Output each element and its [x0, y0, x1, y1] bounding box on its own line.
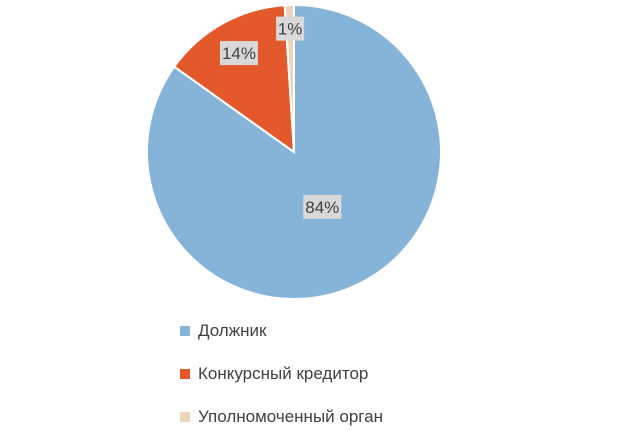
data-label-background-3	[276, 16, 305, 41]
pie-data-labels: 84% 14% 1%	[219, 16, 342, 219]
data-label-background-1	[303, 194, 342, 219]
pie-slice-2	[172, 4, 296, 155]
data-label-background-2	[219, 41, 258, 66]
legend-label-3: Уполномоченный орган	[198, 407, 383, 426]
legend: Должник Конкурсный кредитор Уполномоченный…	[180, 318, 480, 431]
legend-swatch-3	[180, 412, 190, 422]
legend-item-3: Уполномоченный орган	[180, 404, 480, 430]
legend-swatch-2	[180, 369, 190, 379]
legend-label-1: Должник	[198, 321, 267, 340]
pie-slices	[146, 3, 442, 300]
legend-item-1: Должник	[180, 318, 480, 344]
data-label-3: 1%	[278, 20, 303, 39]
pie-plot-area: 84% 14% 1%	[146, 3, 442, 300]
legend-label-2: Конкурсный кредитор	[198, 364, 369, 383]
data-label-1: 84%	[305, 198, 339, 217]
pie-slice-3	[283, 3, 295, 153]
legend-item-2: Конкурсный кредитор	[180, 361, 480, 387]
legend-swatch-1	[180, 326, 190, 336]
data-label-2: 14%	[222, 44, 256, 63]
